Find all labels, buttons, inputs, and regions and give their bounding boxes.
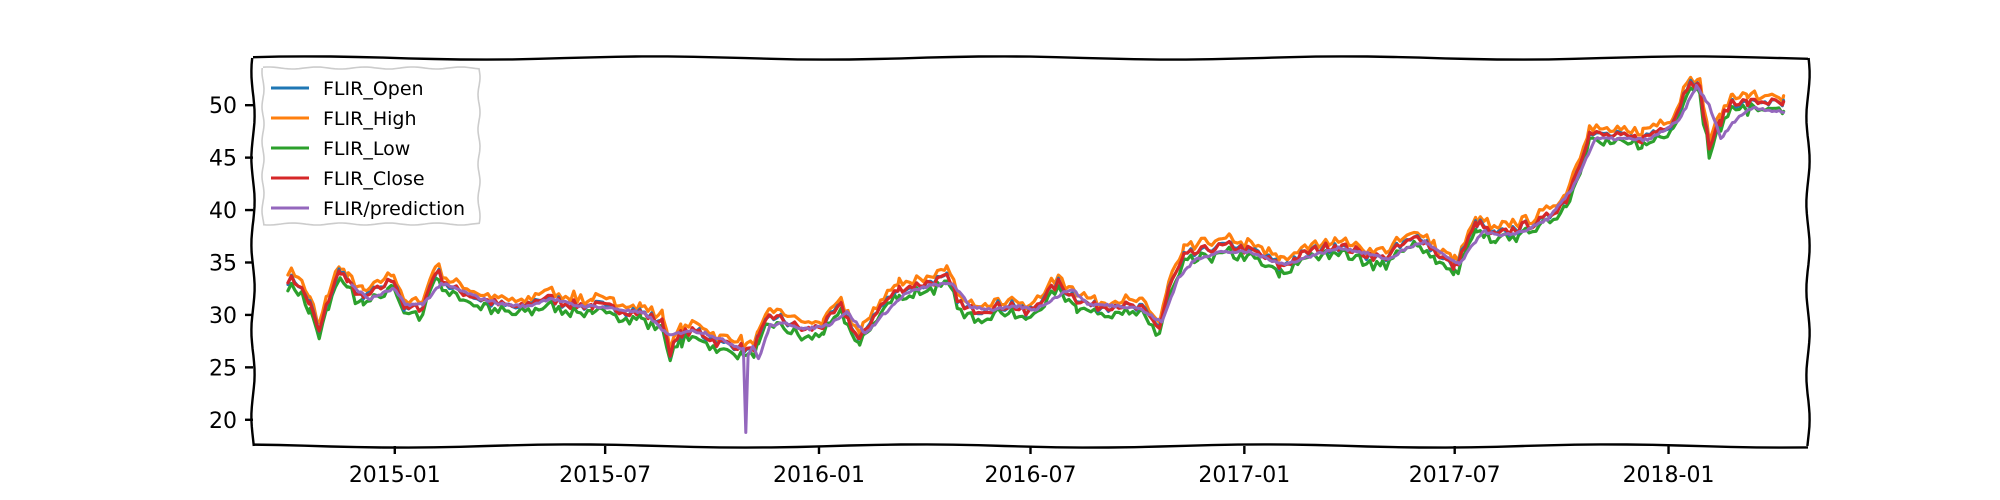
y-axis: 20 25 30 35 40 45 50 bbox=[209, 94, 253, 434]
x-tick-label: 2017-01 bbox=[1198, 463, 1290, 488]
y-tick-label: 35 bbox=[209, 251, 237, 276]
legend-label: FLIR_High bbox=[323, 108, 417, 130]
frame-top bbox=[252, 55, 1809, 61]
legend-label: FLIR_Open bbox=[323, 78, 424, 100]
series-line-flir-low bbox=[286, 86, 1786, 363]
x-tick-label: 2016-07 bbox=[985, 463, 1077, 488]
legend-label: FLIR_Low bbox=[323, 138, 410, 160]
legend: FLIR_Open FLIR_High FLIR_Low FLIR_Close FLIR… bbox=[261, 66, 481, 226]
x-tick-label: 2018-01 bbox=[1623, 463, 1715, 488]
frame-left bbox=[250, 57, 256, 447]
series-line-flir-high bbox=[286, 75, 1786, 352]
plot-frame bbox=[250, 55, 1811, 449]
legend-label: FLIR_Close bbox=[323, 168, 425, 190]
x-axis: 2015-01 2015-07 2016-01 2016-07 2017-01 2017-… bbox=[349, 446, 1715, 488]
y-tick-label: 30 bbox=[209, 304, 237, 329]
y-tick-label: 50 bbox=[209, 94, 237, 119]
x-tick-label: 2016-01 bbox=[773, 463, 865, 488]
x-tick-label: 2015-07 bbox=[559, 463, 651, 488]
y-tick-label: 45 bbox=[209, 147, 237, 172]
y-tick-label: 25 bbox=[209, 356, 237, 381]
x-tick-label: 2015-01 bbox=[349, 463, 441, 488]
series-layer bbox=[286, 75, 1786, 434]
y-tick-label: 40 bbox=[209, 199, 237, 224]
legend-box bbox=[261, 66, 481, 226]
frame-right bbox=[1805, 57, 1811, 447]
x-tick-label: 2017-07 bbox=[1409, 463, 1501, 488]
legend-label: FLIR/prediction bbox=[323, 198, 465, 220]
series-line-flir-prediction bbox=[350, 83, 1786, 434]
y-tick-label: 20 bbox=[209, 409, 237, 434]
